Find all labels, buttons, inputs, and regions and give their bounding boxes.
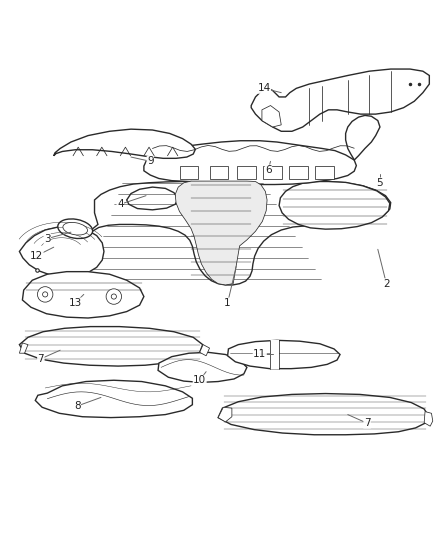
- Polygon shape: [144, 141, 357, 184]
- Text: 8: 8: [74, 401, 81, 411]
- Text: 7: 7: [364, 418, 371, 428]
- Text: 2: 2: [383, 279, 390, 289]
- Text: 13: 13: [69, 298, 82, 308]
- Polygon shape: [251, 69, 429, 131]
- Polygon shape: [237, 166, 256, 179]
- Polygon shape: [270, 341, 279, 369]
- Polygon shape: [424, 411, 433, 426]
- Polygon shape: [218, 393, 428, 435]
- Polygon shape: [127, 187, 178, 210]
- Polygon shape: [263, 166, 282, 179]
- Polygon shape: [19, 327, 203, 366]
- Text: 11: 11: [253, 350, 266, 359]
- Polygon shape: [180, 166, 198, 179]
- Polygon shape: [209, 166, 229, 179]
- Polygon shape: [218, 407, 232, 422]
- Polygon shape: [35, 380, 192, 417]
- Polygon shape: [315, 166, 334, 179]
- Text: 1: 1: [224, 298, 231, 308]
- Polygon shape: [175, 181, 267, 285]
- Polygon shape: [262, 106, 281, 127]
- Polygon shape: [279, 182, 390, 229]
- Polygon shape: [54, 129, 195, 158]
- Text: 6: 6: [265, 165, 272, 175]
- Circle shape: [111, 294, 117, 299]
- Text: 7: 7: [38, 354, 44, 364]
- Text: 9: 9: [147, 156, 154, 166]
- Text: 5: 5: [377, 178, 383, 188]
- Polygon shape: [19, 343, 28, 353]
- Text: 14: 14: [258, 83, 271, 93]
- Polygon shape: [19, 227, 104, 276]
- Text: 12: 12: [30, 251, 43, 261]
- Polygon shape: [289, 166, 308, 179]
- Circle shape: [37, 287, 53, 302]
- Ellipse shape: [63, 222, 88, 235]
- Polygon shape: [22, 272, 144, 318]
- Ellipse shape: [58, 219, 92, 238]
- Circle shape: [42, 292, 48, 297]
- Polygon shape: [85, 181, 391, 285]
- Polygon shape: [200, 345, 209, 356]
- Polygon shape: [228, 341, 340, 369]
- Polygon shape: [346, 116, 380, 160]
- Text: 10: 10: [193, 375, 206, 385]
- Text: 4: 4: [117, 199, 124, 209]
- Circle shape: [106, 289, 122, 304]
- Text: 3: 3: [44, 233, 51, 244]
- Polygon shape: [158, 352, 247, 382]
